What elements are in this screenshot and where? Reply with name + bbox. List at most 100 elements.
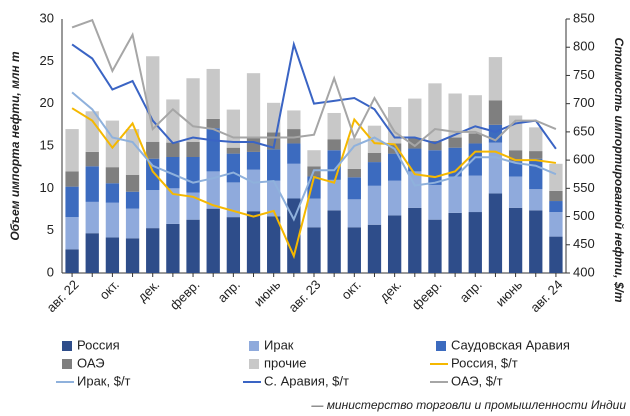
bar-segment <box>125 208 140 239</box>
bar-segment <box>428 219 442 273</box>
bar-segment <box>367 185 382 225</box>
bar-segment <box>186 141 200 158</box>
bar-segment <box>347 138 361 169</box>
bar-segment <box>287 163 301 199</box>
bar-segment <box>549 201 563 213</box>
bar-segment <box>287 143 301 164</box>
bar-segment <box>529 127 543 152</box>
legend-swatch <box>62 341 72 351</box>
x-tick-label: июнь <box>493 277 526 310</box>
bar-segment <box>206 208 220 273</box>
bar-segment <box>186 78 200 142</box>
bar-segment <box>367 224 382 273</box>
bar-segment <box>246 169 261 212</box>
bar-segment <box>367 152 382 163</box>
bar-segment <box>65 186 79 218</box>
y2-tick-label: 550 <box>573 180 595 195</box>
bar-segment <box>307 198 321 228</box>
y-tick-label: 5 <box>47 222 54 237</box>
x-tick-label: авг. 23 <box>285 277 323 315</box>
bar-segment <box>65 217 79 250</box>
x-tick-label: апр. <box>456 277 484 305</box>
bar-segment <box>105 237 120 273</box>
bar-segment <box>226 217 241 273</box>
bar-segment <box>125 191 140 209</box>
bar-segment <box>408 148 422 172</box>
bar-segment <box>166 99 180 143</box>
legend-label: Саудовская Аравия <box>451 337 570 352</box>
bar-segment <box>206 171 220 209</box>
bar-segment <box>468 143 482 176</box>
bar-segment <box>488 100 503 125</box>
bar-segment <box>226 182 241 218</box>
y-tick-label: 10 <box>40 180 54 195</box>
bar-segment <box>307 227 321 273</box>
bar-segment <box>105 167 120 184</box>
bar-segment <box>85 201 99 234</box>
bar-segment <box>267 180 281 217</box>
bar-segment <box>549 236 563 273</box>
bar-segment <box>488 142 503 194</box>
bar-segment <box>146 190 160 229</box>
bar-segment <box>468 133 482 144</box>
y2-tick-label: 450 <box>573 236 595 251</box>
bar-segment <box>468 175 482 213</box>
bar-segment <box>85 111 99 152</box>
bar-segment <box>448 212 462 273</box>
bar-segment <box>65 249 79 273</box>
bar-segment <box>206 128 220 172</box>
bar-segment <box>105 202 120 238</box>
legend-swatch <box>436 341 446 351</box>
bar-segment <box>186 219 200 273</box>
x-tick-label: авг. 24 <box>527 277 565 315</box>
legend-swatch <box>249 359 259 369</box>
legend-swatch <box>62 359 72 369</box>
line <box>71 40 557 150</box>
bar-segment <box>488 57 503 101</box>
bar-segment <box>387 180 402 216</box>
bar-segment <box>387 153 402 181</box>
legend-swatch <box>249 341 259 351</box>
bar-segment <box>246 211 261 273</box>
bar-segment <box>468 95 482 134</box>
bar-segment <box>408 138 422 149</box>
bar-segment <box>105 120 120 168</box>
bar-segment <box>246 73 261 138</box>
bar-segment <box>347 177 361 200</box>
y-axis-label: Объем импорта нефти, млн т <box>8 51 22 241</box>
bar-segment <box>529 151 543 159</box>
bar-segment <box>85 233 99 273</box>
y2-tick-label: 600 <box>573 152 595 167</box>
bar-segment <box>408 207 422 273</box>
bar-segment <box>85 166 99 202</box>
y-tick-label: 25 <box>40 53 54 68</box>
y2-tick-label: 750 <box>573 67 595 82</box>
y-tick-label: 0 <box>47 264 54 279</box>
y2-tick-label: 500 <box>573 208 595 223</box>
bar-segment <box>186 157 200 193</box>
y-tick-label: 20 <box>40 95 54 110</box>
bar-segment <box>347 168 361 178</box>
source-note: — министерство торговли и промышленности… <box>310 398 626 412</box>
x-tick-label: окт. <box>96 277 122 303</box>
bar-segment <box>508 161 523 177</box>
legend-label: ОАЭ <box>77 355 105 370</box>
bar-segment <box>85 151 99 167</box>
bar-segment <box>206 68 220 119</box>
bar-segment <box>166 223 180 273</box>
bar-segment <box>448 137 462 148</box>
bar-segment <box>267 149 281 181</box>
legend-label: Россия, $/т <box>451 355 518 370</box>
legend-label: Ирак, $/т <box>77 373 131 388</box>
bar-segment <box>549 163 563 191</box>
x-tick-label: июнь <box>251 277 284 310</box>
bar-segment <box>146 56 160 142</box>
bar-segment <box>166 157 180 189</box>
bar-segment <box>367 162 382 186</box>
bar-segment <box>428 184 442 220</box>
bar-segment <box>246 137 261 152</box>
x-tick-label: дек. <box>135 277 163 305</box>
legend-label: С. Аравия, $/т <box>264 373 349 388</box>
bar-segment <box>146 158 160 191</box>
bar-segment <box>428 140 442 151</box>
